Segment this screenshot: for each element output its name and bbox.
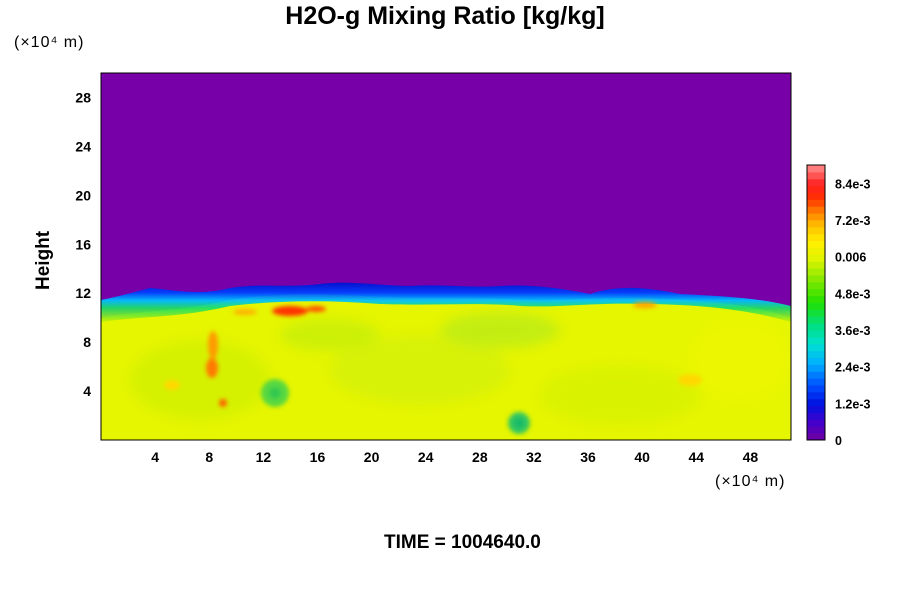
colorbar-tick-label: 8.4e-3 [835,177,870,191]
x-tick-label: 24 [418,449,434,465]
y-tick-label: 16 [75,236,91,252]
colorbar-tick-label: 0.006 [835,251,866,265]
x-tick-label: 32 [526,449,542,465]
eddies [164,374,702,434]
colorbar-swatch [807,426,825,434]
colorbar-swatch [807,288,825,297]
colorbar-swatch [807,412,825,420]
x-unit-label: (×10⁴ m) [715,473,786,490]
x-tick-label: 20 [364,449,380,465]
x-tick-label: 40 [634,449,650,465]
colorbar-tick-label: 2.4e-3 [835,361,870,375]
y-unit-label: (×10⁴ m) [14,34,85,51]
colorbar-tick-label: 0 [835,434,842,448]
y-tick-label: 20 [75,187,91,203]
colorbar-swatch [807,171,825,180]
colorbar-swatch [807,178,825,187]
colorbar-swatch [807,419,825,427]
plot-area [101,73,791,440]
colorbar-swatch [807,433,825,441]
colorbar-tick-label: 3.6e-3 [835,324,870,338]
colorbar-swatch [807,371,825,379]
colorbar-frame [806,164,826,441]
colorbar-swatch [807,364,825,372]
colorbar-swatch [807,165,825,173]
time-label: TIME = 1004640.0 [384,532,541,553]
colorbar-swatch [807,398,825,407]
colorbar-swatch [807,220,825,228]
chart-title: H2O-g Mixing Ratio [kg/kg] [285,2,605,30]
colorbar-tick-label: 1.2e-3 [835,397,870,411]
colorbar-swatch [807,316,825,324]
colorbar-ticks: 0 1.2e-3 2.4e-3 3.6e-3 4.8e-3 0.006 7.2e-3 8.4e… [835,177,870,448]
y-tick-label: 8 [83,334,91,350]
colorbar-swatch [807,295,825,303]
x-ticks: 4 8 12 16 20 24 28 32 36 40 44 48 [151,449,758,465]
colorbar-swatch [807,302,825,310]
colorbar-swatch [807,275,825,283]
x-tick-label: 12 [256,449,272,465]
colorbar-swatch [807,199,825,207]
colorbar-swatch [807,385,825,393]
colorbar-tick-label: 4.8e-3 [835,287,870,301]
colorbar-swatch [807,206,825,214]
colorbar-swatch [807,281,825,290]
colorbar [806,164,826,441]
colorbar-swatch [807,268,825,276]
colorbar-swatch [807,254,825,262]
y-ticks: 4 8 12 16 20 24 28 [75,89,91,399]
y-tick-label: 12 [75,285,91,301]
colorbar-swatch [807,350,825,358]
colorbar-swatch [807,309,825,317]
colorbar-swatch [807,323,825,331]
colorbar-swatch [807,357,825,365]
field-texture [130,312,790,425]
colorbar-swatch [807,343,825,352]
y-tick-label: 4 [83,383,91,399]
y-tick-label: 24 [75,138,91,154]
colorbar-swatch [807,378,825,386]
x-tick-label: 16 [310,449,326,465]
colorbar-swatch [807,213,825,221]
colorbar-tick-label: 7.2e-3 [835,214,870,228]
colorbar-swatch [807,240,825,248]
colorbar-swatch [807,261,825,269]
colorbar-swatch [807,391,825,400]
transition-band [101,282,791,322]
x-tick-label: 48 [743,449,759,465]
x-tick-label: 44 [689,449,705,465]
colorbar-swatch [807,247,825,255]
colorbar-swatch [807,405,825,413]
colorbar-swatch [807,192,825,200]
y-tick-label: 28 [75,89,91,105]
colorbar-swatch [807,226,825,235]
plot-frame [100,72,792,441]
x-tick-label: 4 [151,449,159,465]
x-tick-label: 28 [472,449,488,465]
moist-plume [206,302,657,407]
colorbar-swatch [807,185,825,193]
x-tick-label: 8 [205,449,213,465]
colorbar-swatch [807,233,825,242]
colorbar-swatch [807,330,825,338]
colorbar-swatch [807,336,825,345]
x-tick-label: 36 [580,449,596,465]
